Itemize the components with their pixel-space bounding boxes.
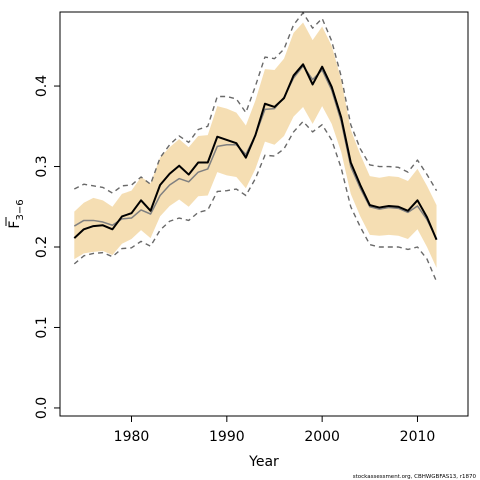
confidence-band [74,22,437,268]
y-axis-title-subscript: 3−6 [15,199,26,220]
x-tick-label: 2010 [400,429,436,445]
y-axis-title-main: F [7,221,23,229]
estimate-series-line [73,63,438,241]
plot-area [73,12,438,282]
plot-frame [59,11,469,417]
y-tick-label: 0.2 [34,236,50,258]
svg-text:F3−6: F3−6 [7,199,26,228]
y-tick-label: 0.1 [34,316,50,338]
x-tick-label: 1990 [209,429,245,445]
upper-ci-line [73,12,438,194]
credit-text: stockassessment.org, CBHWGBFAS13, r1870 [353,474,477,480]
x-tick-label: 2000 [304,429,340,445]
y-tick-label: 0.3 [34,155,50,177]
x-tick-label: 1980 [114,429,150,445]
x-axis-title: Year [248,454,279,470]
y-tick-label: 0.0 [34,397,50,419]
y-axis-title: F3−6 [5,199,26,229]
y-tick-label: 0.4 [34,75,50,97]
x-axis: 1980 1990 2000 2010 [114,416,436,445]
y-axis: 0.0 0.1 0.2 0.3 0.4 [34,75,60,419]
